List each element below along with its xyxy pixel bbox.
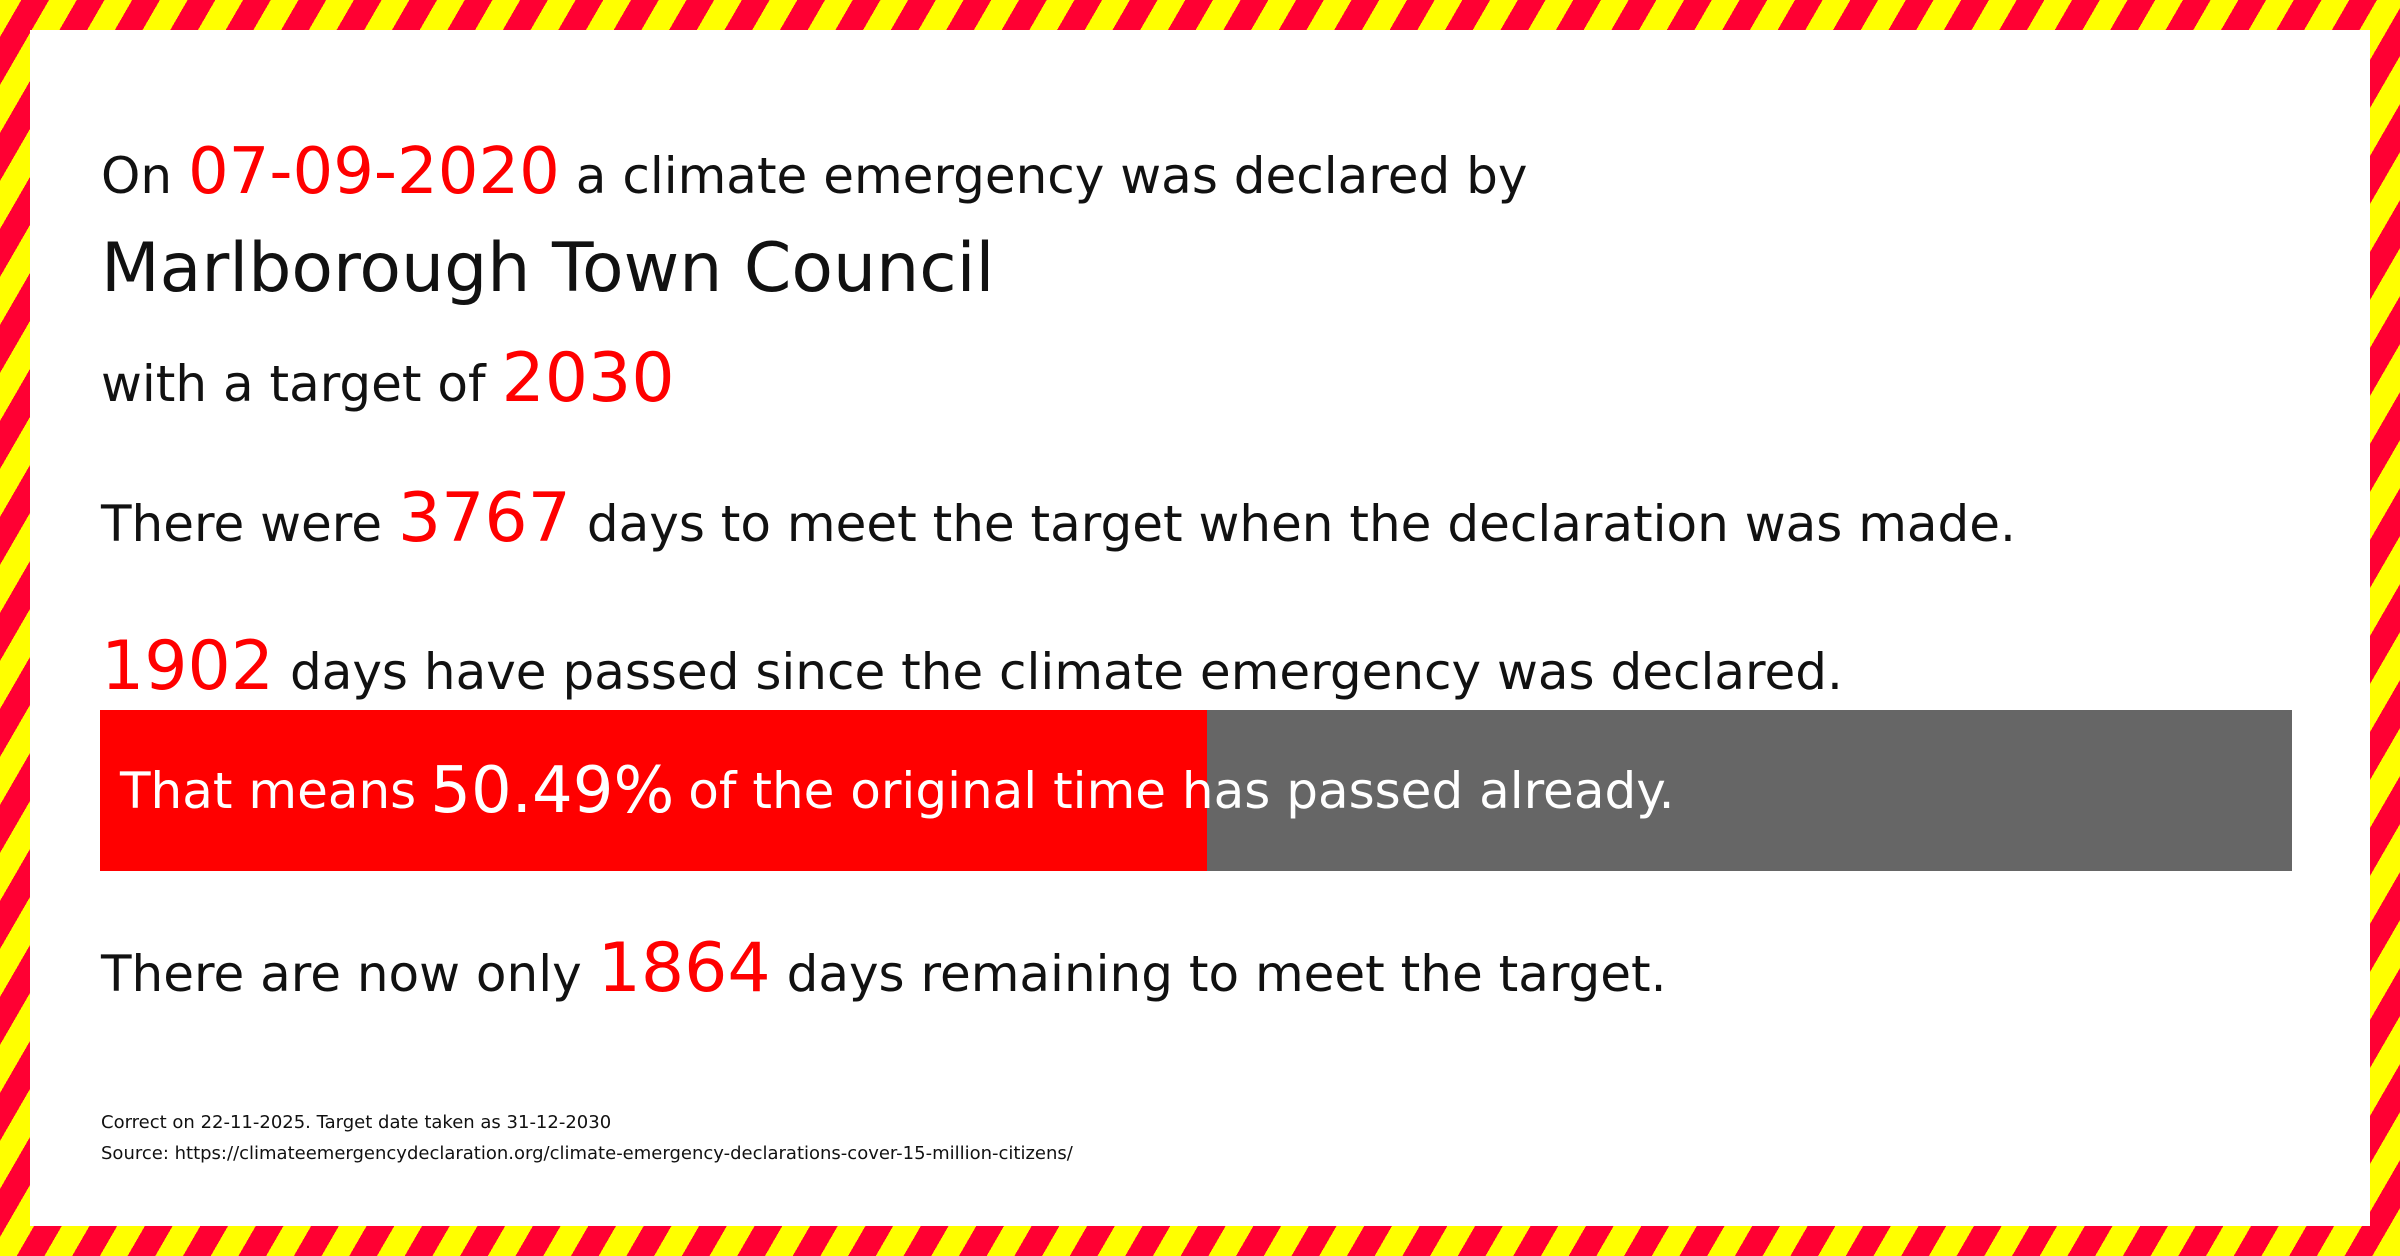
original-days-suffix: days to meet the target when the declara…	[586, 495, 2016, 553]
footer-correct-note: Correct on 22-11-2025. Target date taken…	[101, 1112, 612, 1133]
content-card: On 07-09-2020 a climate emergency was de…	[30, 30, 2370, 1226]
declaration-date: 07-09-2020	[187, 135, 560, 209]
days-remaining-suffix: days remaining to meet the target.	[786, 945, 1667, 1003]
days-passed-line: 1902 days have passed since the climate …	[101, 633, 1843, 701]
original-days-line: There were 3767 days to meet the target …	[101, 485, 2016, 553]
progress-bar-fill	[100, 710, 1207, 871]
council-name: Marlborough Town Council	[101, 229, 995, 308]
progress-bar: That means 50.49% of the original time h…	[100, 710, 2292, 871]
days-remaining: 1864	[597, 929, 771, 1008]
days-remaining-line: There are now only 1864 days remaining t…	[101, 935, 1667, 1003]
days-remaining-prefix: There are now only	[101, 945, 582, 1003]
target-year: 2030	[501, 339, 675, 418]
progress-bar-text: That means 50.49% of the original time h…	[120, 710, 1675, 871]
original-days-prefix: There were	[101, 495, 382, 553]
progress-percent: 50.49%	[430, 753, 675, 828]
days-passed: 1902	[101, 627, 275, 706]
target-line: with a target of 2030	[101, 345, 675, 413]
original-days: 3767	[397, 479, 571, 558]
footer-source: Source: https://climateemergencydeclarat…	[101, 1143, 1073, 1164]
progress-prefix: That means	[120, 761, 417, 820]
days-passed-suffix: days have passed since the climate emerg…	[289, 643, 1843, 701]
target-label: with a target of	[101, 355, 486, 413]
declared-by-label: a climate emergency was declared by	[575, 147, 1528, 205]
progress-suffix: of the original time has passed already.	[688, 761, 1675, 820]
declaration-line: On 07-09-2020 a climate emergency was de…	[101, 140, 1527, 204]
on-label: On	[101, 147, 173, 205]
